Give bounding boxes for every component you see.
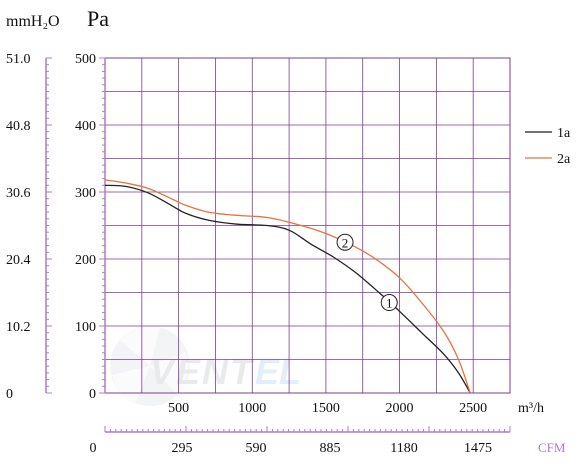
pa-unit-label: Pa bbox=[87, 6, 109, 31]
mmh2o-unit-label: mmH₂O bbox=[6, 13, 60, 30]
pa-tick-labels: 500 400 300 200 100 0 bbox=[75, 52, 96, 402]
cfm-tick-label: 1180 bbox=[390, 441, 417, 456]
cfm-tick-label: 0 bbox=[90, 441, 97, 456]
x-tick-label: 500 bbox=[168, 401, 189, 416]
x-tick-label: 2000 bbox=[386, 401, 414, 416]
pa-tick-label: 400 bbox=[75, 119, 96, 134]
chart-grid bbox=[105, 58, 510, 393]
mmh2o-tick-label: 51.0 bbox=[6, 52, 31, 67]
pa-tick-label: 200 bbox=[75, 253, 96, 268]
mmh2o-tick-labels: 51.0 40.8 30.6 20.4 10.2 0 bbox=[6, 52, 31, 402]
pa-tick-label: 100 bbox=[75, 320, 96, 335]
cfm-tick-label: 885 bbox=[320, 441, 341, 456]
x-tick-label: 2500 bbox=[459, 401, 487, 416]
pa-tick-label: 0 bbox=[89, 387, 96, 402]
mmh2o-tick-label: 30.6 bbox=[6, 186, 31, 201]
curve-marker-label-1: 1 bbox=[386, 296, 393, 311]
series-line-2a bbox=[104, 179, 471, 394]
mmh2o-tick-label: 10.2 bbox=[6, 320, 31, 335]
series-line-1a bbox=[104, 184, 471, 394]
cfm-tick-labels: 0 295 590 885 1180 1475 bbox=[90, 441, 493, 456]
svg-text:VENT: VENT bbox=[150, 351, 255, 392]
legend-label-1a: 1a bbox=[557, 126, 571, 141]
pa-tick-label: 500 bbox=[75, 52, 96, 67]
curve-marker-2 bbox=[336, 233, 354, 251]
cfm-unit-label: CFM bbox=[538, 440, 566, 455]
curve-marker-1 bbox=[380, 294, 398, 312]
x-tick-label: 1000 bbox=[238, 401, 266, 416]
svg-text:EL: EL bbox=[255, 351, 301, 392]
mmh2o-tick-label: 0 bbox=[6, 387, 13, 402]
x-tick-labels: 500 1000 1500 2000 2500 bbox=[168, 401, 487, 416]
legend: 1a 2a bbox=[525, 126, 571, 167]
x-unit-label: m³/h bbox=[518, 401, 544, 416]
pa-tick-label: 300 bbox=[75, 186, 96, 201]
mmh2o-tick-label: 40.8 bbox=[6, 119, 31, 134]
cfm-tick-label: 295 bbox=[172, 441, 193, 456]
legend-label-2a: 2a bbox=[557, 152, 571, 167]
axis-minor-ticks bbox=[46, 57, 511, 432]
cfm-tick-label: 590 bbox=[246, 441, 267, 456]
cfm-tick-label: 1475 bbox=[464, 441, 492, 456]
curve-marker-label-2: 2 bbox=[342, 235, 349, 250]
x-tick-label: 1500 bbox=[312, 401, 340, 416]
watermark-logo: VENT EL bbox=[110, 325, 301, 406]
series-layer: 12 bbox=[104, 179, 471, 394]
mmh2o-tick-label: 20.4 bbox=[6, 253, 31, 268]
